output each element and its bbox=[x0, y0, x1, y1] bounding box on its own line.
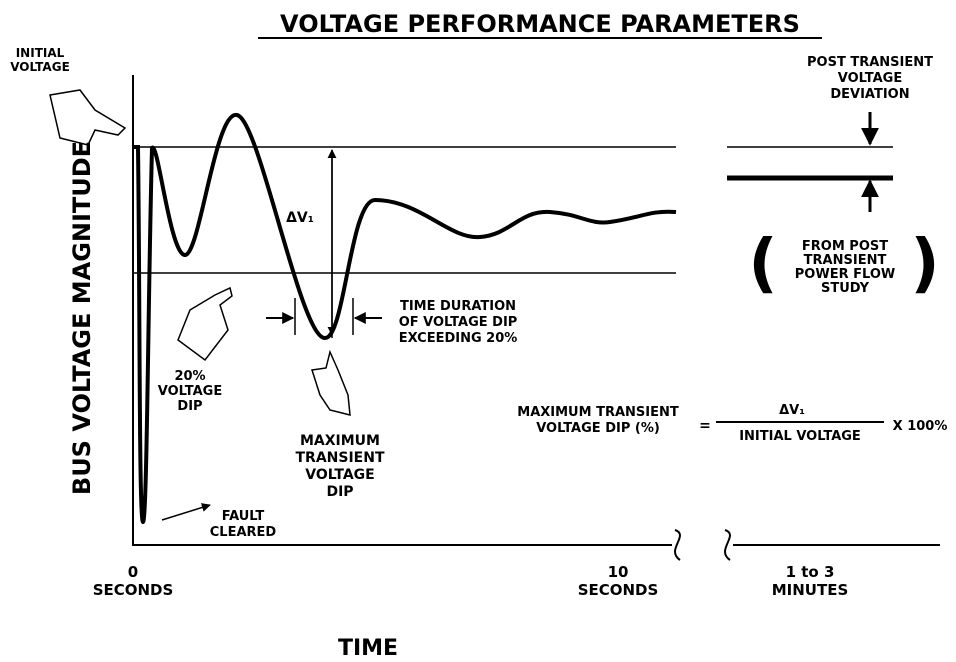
axis-break bbox=[675, 530, 680, 560]
x-label: SECONDS bbox=[93, 581, 174, 599]
formula-left: VOLTAGE DIP (%) bbox=[536, 421, 660, 436]
fault-arrow bbox=[162, 505, 210, 520]
title: VOLTAGE PERFORMANCE PARAMETERS bbox=[280, 10, 800, 38]
delta-v-label: ΔV₁ bbox=[286, 210, 314, 226]
formula-numerator: ΔV₁ bbox=[779, 403, 805, 418]
dip-20-label: 20% bbox=[174, 369, 205, 384]
time-duration-label: OF VOLTAGE DIP bbox=[399, 315, 518, 330]
formula-left: MAXIMUM TRANSIENT bbox=[517, 405, 679, 420]
post-transient-label: POST TRANSIENT bbox=[807, 55, 933, 70]
dip-20-label: DIP bbox=[177, 399, 202, 414]
hand-icon bbox=[50, 90, 125, 145]
hand-icon bbox=[312, 352, 350, 415]
paren: ) bbox=[910, 227, 939, 301]
dip-20-label: VOLTAGE bbox=[158, 384, 223, 399]
hand-icon bbox=[178, 288, 232, 360]
post-transient-label: DEVIATION bbox=[830, 87, 909, 102]
power-flow-label: POWER FLOW bbox=[795, 267, 895, 282]
x-label: SECONDS bbox=[578, 581, 659, 599]
paren: ( bbox=[748, 227, 777, 301]
fault-cleared-label: FAULT bbox=[222, 509, 265, 524]
y-axis-label: BUS VOLTAGE MAGNITUDE bbox=[68, 141, 96, 495]
x-label: MINUTES bbox=[772, 581, 849, 599]
axis-break bbox=[725, 530, 940, 560]
max-dip-label: DIP bbox=[326, 484, 353, 500]
x-label: 1 to 3 bbox=[786, 563, 835, 581]
diagram: VOLTAGE PERFORMANCE PARAMETERS BUS VOLTA… bbox=[0, 0, 956, 662]
max-dip-label: TRANSIENT bbox=[295, 450, 384, 466]
post-transient-label: VOLTAGE bbox=[838, 71, 903, 86]
power-flow-label: FROM POST bbox=[802, 239, 888, 254]
time-duration-label: TIME DURATION bbox=[400, 299, 516, 314]
x-label: 0 bbox=[128, 563, 138, 581]
x-axis-label: TIME bbox=[338, 636, 398, 661]
time-duration-label: EXCEEDING 20% bbox=[399, 331, 518, 346]
power-flow-label: STUDY bbox=[821, 281, 870, 296]
initial-voltage-label: VOLTAGE bbox=[10, 60, 70, 74]
formula-denominator: INITIAL VOLTAGE bbox=[739, 429, 861, 444]
fault-cleared-label: CLEARED bbox=[210, 525, 277, 540]
power-flow-label: TRANSIENT bbox=[804, 253, 887, 268]
initial-voltage-label: INITIAL bbox=[16, 46, 65, 60]
formula-equals: = bbox=[699, 418, 711, 434]
formula-factor: X 100% bbox=[893, 419, 948, 434]
x-label: 10 bbox=[608, 563, 629, 581]
max-dip-label: VOLTAGE bbox=[305, 467, 374, 483]
max-dip-label: MAXIMUM bbox=[300, 433, 380, 449]
